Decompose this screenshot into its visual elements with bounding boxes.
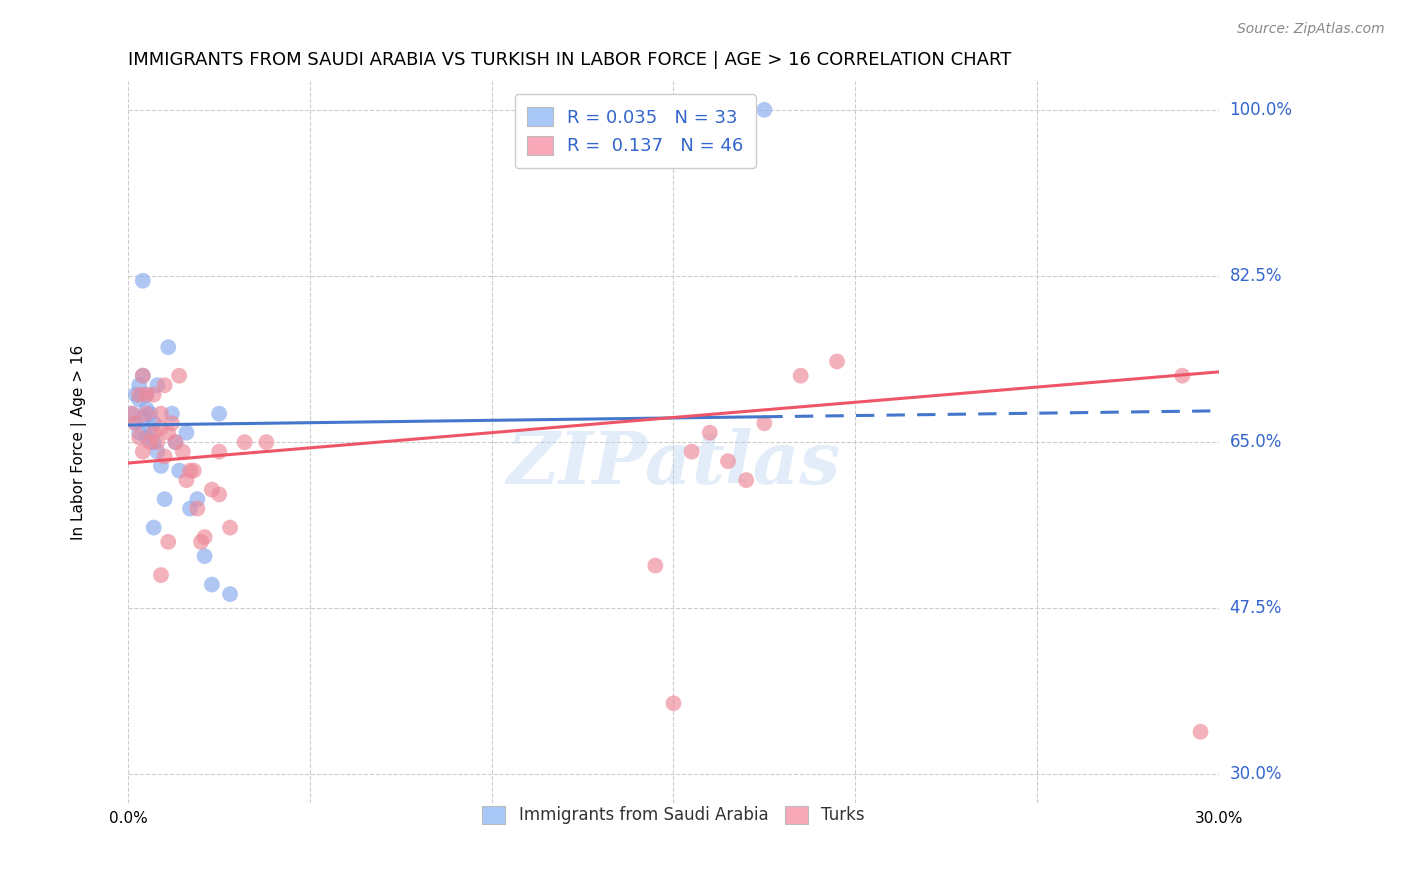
Point <box>754 416 776 430</box>
Point <box>157 534 180 549</box>
Point <box>128 430 150 444</box>
Point <box>149 458 172 473</box>
Point <box>644 558 666 573</box>
Point <box>254 435 277 450</box>
Point <box>135 401 157 416</box>
Point <box>142 520 165 534</box>
Point <box>142 387 165 401</box>
Text: 0.0%: 0.0% <box>108 811 148 826</box>
Point <box>167 464 190 478</box>
Point <box>135 407 157 421</box>
Point <box>219 587 242 601</box>
Point <box>201 577 224 591</box>
Point <box>128 425 150 440</box>
Legend: Immigrants from Saudi Arabia, Turks: Immigrants from Saudi Arabia, Turks <box>472 796 875 834</box>
Point <box>179 501 201 516</box>
Point <box>176 473 198 487</box>
Point <box>172 444 194 458</box>
Point <box>132 411 155 425</box>
Text: 65.0%: 65.0% <box>1230 434 1282 451</box>
Point <box>190 534 212 549</box>
Point <box>194 549 217 563</box>
Point <box>201 483 224 497</box>
Point <box>132 368 155 383</box>
Point <box>142 425 165 440</box>
Point <box>219 520 242 534</box>
Point <box>183 464 205 478</box>
Point <box>1171 368 1194 383</box>
Point <box>135 387 157 401</box>
Point <box>128 392 150 407</box>
Point <box>139 421 162 435</box>
Point <box>160 407 183 421</box>
Point <box>179 464 201 478</box>
Point <box>121 407 143 421</box>
Point <box>825 354 848 368</box>
Point <box>208 407 231 421</box>
Point <box>153 492 176 507</box>
Point <box>139 435 162 450</box>
Point <box>153 450 176 464</box>
Text: In Labor Force | Age > 16: In Labor Force | Age > 16 <box>72 344 87 540</box>
Text: IMMIGRANTS FROM SAUDI ARABIA VS TURKISH IN LABOR FORCE | AGE > 16 CORRELATION CH: IMMIGRANTS FROM SAUDI ARABIA VS TURKISH … <box>128 51 1012 69</box>
Point <box>789 368 811 383</box>
Point <box>186 492 208 507</box>
Point <box>233 435 256 450</box>
Point <box>121 407 143 421</box>
Text: 30.0%: 30.0% <box>1195 811 1243 826</box>
Point <box>149 407 172 421</box>
Text: 30.0%: 30.0% <box>1230 765 1282 783</box>
Point <box>194 530 217 544</box>
Point <box>165 435 187 450</box>
Point <box>135 430 157 444</box>
Text: Source: ZipAtlas.com: Source: ZipAtlas.com <box>1237 22 1385 37</box>
Text: 47.5%: 47.5% <box>1230 599 1282 617</box>
Point <box>157 340 180 354</box>
Point <box>132 444 155 458</box>
Point <box>186 501 208 516</box>
Point <box>139 407 162 421</box>
Point <box>124 416 146 430</box>
Point <box>146 378 169 392</box>
Text: 82.5%: 82.5% <box>1230 267 1282 285</box>
Point <box>124 387 146 401</box>
Point <box>128 387 150 401</box>
Point <box>699 425 721 440</box>
Point <box>146 435 169 450</box>
Point <box>128 378 150 392</box>
Point <box>681 444 703 458</box>
Point <box>165 435 187 450</box>
Point <box>208 487 231 501</box>
Text: ZIPatlas: ZIPatlas <box>506 428 841 500</box>
Point <box>153 378 176 392</box>
Point <box>142 435 165 450</box>
Point <box>717 454 740 468</box>
Point <box>176 425 198 440</box>
Point <box>167 368 190 383</box>
Point <box>132 274 155 288</box>
Point <box>132 368 155 383</box>
Point <box>157 425 180 440</box>
Point <box>208 444 231 458</box>
Point <box>146 444 169 458</box>
Point <box>662 696 685 710</box>
Point <box>754 103 776 117</box>
Point <box>149 568 172 582</box>
Point <box>124 416 146 430</box>
Point <box>735 473 758 487</box>
Point <box>1189 724 1212 739</box>
Text: 100.0%: 100.0% <box>1230 101 1292 119</box>
Point <box>142 416 165 430</box>
Point <box>149 421 172 435</box>
Point <box>135 387 157 401</box>
Point <box>160 416 183 430</box>
